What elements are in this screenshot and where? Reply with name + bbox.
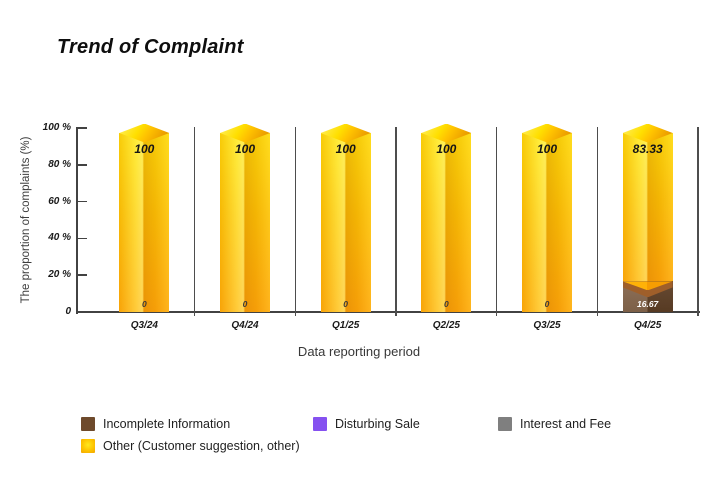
legend-item-interest-and-fee[interactable]: Interest and Fee xyxy=(498,416,611,431)
y-tick xyxy=(77,274,87,276)
y-tick-label: 20 % xyxy=(48,269,71,281)
x-axis-title: Data reporting period xyxy=(297,344,421,359)
y-tick-label: 0 xyxy=(65,306,71,317)
bar-bottom-value-label: 0 xyxy=(443,299,449,309)
bar-value-label: 100 xyxy=(536,142,558,156)
y-tick xyxy=(77,164,87,166)
bar-value-label: 100 xyxy=(335,142,356,156)
legend-item-disturbing-sale[interactable]: Disturbing Sale xyxy=(313,416,420,431)
legend-swatch xyxy=(81,416,95,431)
bar-top-face xyxy=(421,123,472,143)
y-tick-label: 80 % xyxy=(48,158,71,170)
bar-top-face xyxy=(522,123,572,143)
separator-line xyxy=(495,127,498,316)
bar-segment-other-customer-suggestion-other[interactable] xyxy=(119,133,170,312)
x-tick-label: Q4/24 xyxy=(231,320,259,331)
legend-label: Interest and Fee xyxy=(520,416,612,431)
bar-column[interactable]: 83.33 16.67 xyxy=(622,123,673,313)
y-tick xyxy=(77,127,87,129)
bar-top-face xyxy=(622,123,673,143)
bar-top-face xyxy=(220,123,270,143)
x-axis-line xyxy=(76,311,700,313)
chart-title: Trend of Complaint xyxy=(57,36,244,58)
plot-area: The proportion of complaints (%) 100 % 80… xyxy=(20,122,700,331)
legend-swatch xyxy=(81,438,95,453)
legend-label: Other (Customer suggestion, other) xyxy=(103,438,300,453)
bar-segment-other-customer-suggestion-other[interactable] xyxy=(220,133,270,312)
y-tick-label: 60 % xyxy=(48,195,71,207)
bar-column[interactable]: 100 0 xyxy=(522,123,572,312)
bar-value-label: 83.33 xyxy=(632,142,663,156)
bar-column[interactable]: 100 0 xyxy=(119,123,170,312)
bar-segment-other-customer-suggestion-other[interactable] xyxy=(421,133,472,312)
bar-bottom-value-label: 0 xyxy=(242,299,248,309)
bar-bottom-value-label: 0 xyxy=(141,299,147,309)
separator-line xyxy=(697,127,699,316)
legend-item-other-customer-suggestion-other[interactable]: Other (Customer suggestion, other) xyxy=(81,438,300,453)
x-tick-label: Q4/25 xyxy=(634,320,662,331)
legend-label: Incomplete Information xyxy=(103,416,231,431)
legend-swatch xyxy=(313,416,327,431)
legend-swatch xyxy=(498,416,512,431)
y-tick-label: 40 % xyxy=(48,232,71,244)
x-tick-label: Q1/25 xyxy=(332,320,360,331)
bar-bottom-value-label: 0 xyxy=(544,299,550,309)
y-tick xyxy=(77,200,87,203)
bar-top-face xyxy=(119,123,170,143)
bar-segment-other-customer-suggestion-other[interactable] xyxy=(320,133,371,312)
bar-bottom-value-label: 0 xyxy=(343,299,349,309)
bar-column[interactable]: 100 0 xyxy=(421,123,472,312)
bar-segment-other-customer-suggestion-other[interactable] xyxy=(622,133,673,282)
separator-line xyxy=(193,127,196,316)
bar-segment-other-customer-suggestion-other[interactable] xyxy=(522,133,572,312)
y-tick xyxy=(77,237,87,240)
bar-column[interactable]: 100 0 xyxy=(220,123,270,312)
bar-top-face xyxy=(320,123,371,143)
x-tick-label: Q3/24 xyxy=(130,320,158,331)
legend-item-incomplete-information[interactable]: Incomplete Information xyxy=(81,416,230,431)
x-tick-label: Q3/25 xyxy=(533,320,561,331)
bar-bottom-value-label: 16.67 xyxy=(637,299,659,309)
separator-line xyxy=(395,127,397,316)
bar-value-label: 100 xyxy=(436,142,457,156)
separator-line xyxy=(294,127,297,316)
bar-value-label: 100 xyxy=(234,142,256,156)
y-axis-line xyxy=(76,127,78,314)
legend-label: Disturbing Sale xyxy=(335,416,420,431)
y-tick-label: 100 % xyxy=(42,122,71,133)
x-tick-label: Q2/25 xyxy=(432,320,460,331)
bar-column[interactable]: 100 0 xyxy=(320,123,371,312)
separator-line xyxy=(596,127,599,316)
bar-value-label: 100 xyxy=(134,142,155,156)
segment-junction-edge xyxy=(622,281,673,291)
